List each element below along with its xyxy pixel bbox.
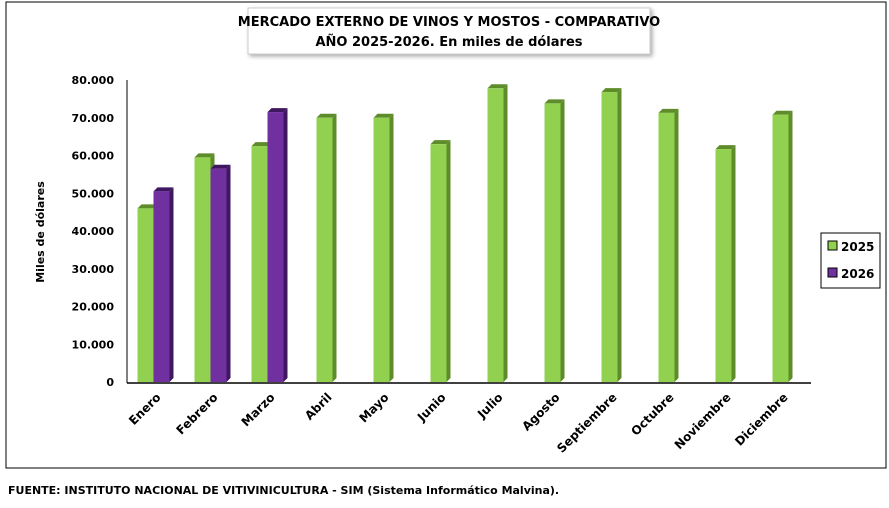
title-box	[247, 7, 651, 55]
y-tick-label: 0	[106, 376, 114, 389]
bar-side	[332, 113, 337, 382]
y-tick-label: 10.000	[72, 338, 115, 351]
bar-side	[446, 140, 451, 382]
bar-2025-junio	[430, 144, 447, 382]
y-tick-label: 70.000	[72, 112, 115, 125]
y-tick-label: 30.000	[72, 263, 115, 276]
bar-top	[267, 108, 288, 113]
bar-top	[658, 108, 679, 113]
bar-2025-octubre	[658, 112, 675, 382]
bar-2025-marzo	[251, 146, 268, 382]
y-tick-label: 50.000	[72, 187, 115, 200]
source-note: FUENTE: INSTITUTO NACIONAL DE VITIVINICU…	[8, 484, 560, 497]
bar-top	[210, 164, 231, 169]
bar-top	[137, 204, 158, 209]
legend-swatch-2025	[827, 240, 838, 251]
bar-side	[674, 108, 679, 382]
bar-2025-enero	[137, 208, 154, 382]
bar-top	[772, 110, 793, 115]
bar-side	[169, 187, 174, 382]
legend-label-2025: 2025	[841, 240, 874, 254]
bar-2025-julio	[487, 88, 504, 383]
chart-title-line1: MERCADO EXTERNO DE VINOS Y MOSTOS - COMP…	[238, 15, 660, 30]
bar-top	[430, 140, 451, 145]
bar-2026-enero	[153, 191, 170, 382]
y-tick-label: 20.000	[72, 301, 115, 314]
legend: 2025 2026	[820, 232, 881, 289]
chart-title-line2: AÑO 2025-2026. En miles de dólares	[315, 34, 582, 50]
y-tick-label: 40.000	[72, 225, 115, 238]
bar-2025-diciembre	[772, 114, 789, 382]
y-tick-label: 60.000	[72, 150, 115, 163]
bar-2025-mayo	[373, 117, 390, 382]
legend-swatch-2026	[827, 267, 838, 278]
bar-side	[283, 108, 288, 383]
bar-side	[788, 110, 793, 382]
y-axis-label: Miles de dólares	[34, 181, 47, 283]
bar-2025-febrero	[194, 157, 211, 382]
bar-top	[544, 99, 565, 104]
bar-top	[373, 113, 394, 118]
y-tick-label: 80.000	[72, 74, 115, 87]
bar-top	[487, 84, 508, 89]
bar-side	[731, 145, 736, 382]
bar-2025-noviembre	[715, 149, 732, 382]
bar-2026-febrero	[210, 168, 227, 382]
bar-2025-agosto	[544, 103, 561, 382]
bar-top	[715, 145, 736, 150]
bar-side	[226, 164, 231, 382]
bar-side	[389, 113, 394, 382]
bar-side	[560, 99, 565, 382]
bar-top	[316, 113, 337, 118]
bar-top	[601, 88, 622, 93]
bar-2026-marzo	[267, 112, 284, 383]
bar-top	[153, 187, 174, 192]
bar-side	[617, 88, 622, 382]
bar-2025-abril	[316, 117, 333, 382]
bar-top	[194, 153, 215, 158]
bar-top	[251, 142, 272, 147]
bar-2025-septiembre	[601, 92, 618, 382]
legend-label-2026: 2026	[841, 267, 874, 281]
bar-side	[503, 84, 508, 383]
